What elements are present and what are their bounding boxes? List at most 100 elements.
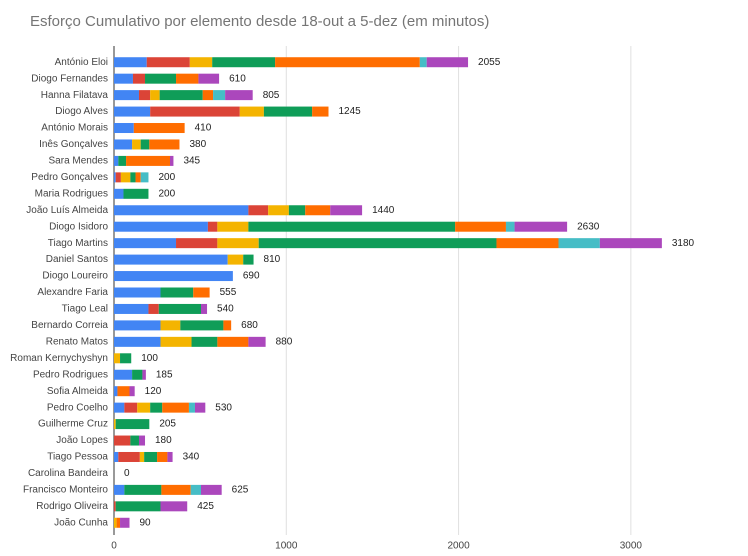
bar-segment bbox=[114, 386, 118, 397]
bar-segment bbox=[114, 336, 161, 347]
total-label: 380 bbox=[189, 139, 206, 150]
bar-segment bbox=[116, 517, 121, 528]
bar-segment bbox=[248, 336, 266, 347]
bar-segment bbox=[132, 139, 141, 150]
bar-segment bbox=[419, 57, 427, 68]
bar-segment bbox=[188, 402, 195, 413]
bar-segment bbox=[212, 57, 276, 68]
bar-segment bbox=[160, 287, 194, 298]
bar-segment bbox=[126, 155, 170, 166]
bar-segment bbox=[145, 73, 177, 84]
bar-segment bbox=[239, 106, 264, 117]
bar-segment bbox=[114, 90, 139, 101]
bar-segment bbox=[505, 221, 515, 232]
bar-segment bbox=[115, 501, 161, 512]
bar-segment bbox=[191, 336, 218, 347]
bar-segment bbox=[140, 172, 149, 183]
bar-segment bbox=[159, 90, 203, 101]
bar-segment bbox=[227, 254, 244, 265]
bar-segment bbox=[142, 369, 146, 380]
bar-segment bbox=[114, 435, 131, 446]
total-label: 425 bbox=[197, 501, 214, 512]
bar-segment bbox=[120, 353, 132, 364]
bar-segment bbox=[114, 172, 116, 183]
bar-segment bbox=[138, 435, 146, 446]
bar-segment bbox=[118, 451, 140, 462]
total-label: 90 bbox=[140, 517, 152, 528]
total-label: 185 bbox=[156, 369, 173, 380]
total-label: 540 bbox=[217, 304, 234, 315]
y-tick-label: Maria Rodrigues bbox=[35, 188, 108, 199]
total-label: 100 bbox=[141, 353, 158, 364]
bar-segment bbox=[514, 221, 568, 232]
total-label: 610 bbox=[229, 73, 246, 84]
bar-segment bbox=[146, 57, 190, 68]
total-label: 205 bbox=[159, 419, 176, 430]
bar-segment bbox=[137, 402, 151, 413]
bar-segment bbox=[114, 451, 119, 462]
y-tick-label: Sara Mendes bbox=[49, 156, 108, 167]
bar-segment bbox=[130, 435, 139, 446]
y-tick-label: Diogo Fernandes bbox=[31, 73, 108, 84]
bar-segment bbox=[176, 73, 199, 84]
bar-segment bbox=[180, 320, 224, 331]
total-label: 200 bbox=[158, 188, 175, 199]
bar-segment bbox=[114, 271, 233, 282]
bar-segment bbox=[123, 188, 149, 199]
bar-segment bbox=[198, 73, 220, 84]
bar-segment bbox=[114, 320, 161, 331]
bar-segment bbox=[288, 205, 306, 216]
total-label: 410 bbox=[195, 123, 212, 134]
x-tick-label: 2000 bbox=[447, 541, 470, 552]
bar-segment bbox=[161, 484, 191, 495]
y-tick-label: João Lopes bbox=[56, 435, 108, 446]
bar-segment bbox=[148, 303, 159, 314]
bar-segment bbox=[305, 205, 331, 216]
bar-segment bbox=[150, 90, 160, 101]
bar-segment bbox=[193, 287, 210, 298]
bar-segment bbox=[114, 139, 133, 150]
total-label: 625 bbox=[232, 485, 249, 496]
bar-segment bbox=[114, 106, 151, 117]
y-tick-label: Tiago Martins bbox=[48, 238, 108, 249]
y-tick-label: João Cunha bbox=[54, 517, 108, 528]
bar-segment bbox=[132, 73, 146, 84]
x-tick-label: 1000 bbox=[275, 541, 298, 552]
total-label: 530 bbox=[215, 402, 232, 413]
bar-segment bbox=[114, 501, 116, 512]
bar-segment bbox=[114, 517, 117, 528]
bar-segment bbox=[312, 106, 329, 117]
bar-segment bbox=[140, 139, 150, 150]
bar-segment bbox=[117, 386, 130, 397]
total-label: 880 bbox=[276, 336, 293, 347]
y-tick-label: Pedro Coelho bbox=[47, 402, 109, 413]
y-tick-label: Pedro Rodrigues bbox=[33, 369, 108, 380]
bar-segment bbox=[223, 320, 232, 331]
bar-segment bbox=[124, 402, 138, 413]
bar-segment bbox=[194, 402, 206, 413]
y-tick-label: António Eloi bbox=[55, 57, 108, 68]
bar-segment bbox=[129, 386, 135, 397]
bar-segment bbox=[160, 320, 181, 331]
bar-segment bbox=[207, 221, 218, 232]
bar-segment bbox=[176, 238, 218, 249]
bar-segment bbox=[114, 205, 249, 216]
bar-segment bbox=[217, 238, 259, 249]
y-tick-label: António Morais bbox=[41, 123, 108, 134]
bar-segment bbox=[190, 484, 202, 495]
bar-segment bbox=[496, 238, 559, 249]
bar-segment bbox=[150, 402, 163, 413]
total-label: 340 bbox=[183, 452, 200, 463]
total-label: 810 bbox=[264, 254, 281, 265]
bar-segment bbox=[167, 451, 173, 462]
bar-segment bbox=[217, 221, 249, 232]
total-label: 1440 bbox=[372, 205, 395, 216]
y-tick-label: Tiago Leal bbox=[62, 304, 108, 315]
bar-segment bbox=[268, 205, 289, 216]
bar-segment bbox=[426, 57, 469, 68]
y-tick-label: Inês Gonçalves bbox=[39, 139, 108, 150]
y-tick-label: Daniel Santos bbox=[46, 254, 108, 265]
bar-segment bbox=[114, 369, 133, 380]
y-tick-label: Hanna Filatava bbox=[41, 90, 109, 101]
